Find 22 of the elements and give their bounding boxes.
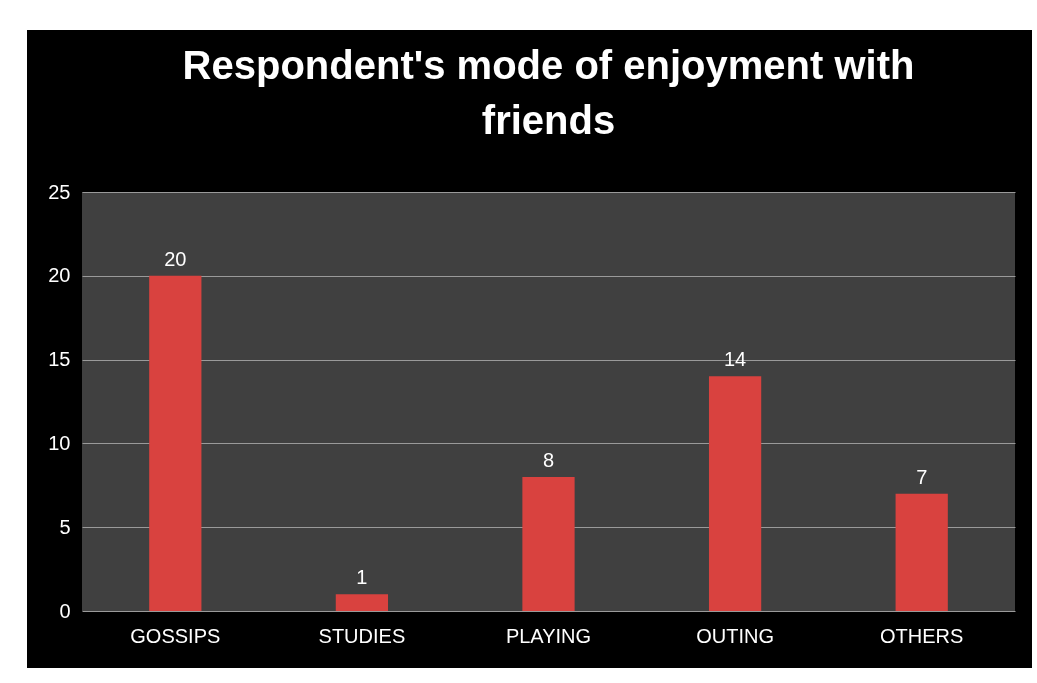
data-label: 1 [356,566,368,589]
x-tick-label: OTHERS [880,624,964,647]
x-tick-label: GOSSIPS [130,624,221,647]
bar [708,376,762,611]
bar [895,493,948,611]
x-tick-label: PLAYING [505,624,592,647]
bar [149,275,202,611]
y-tick-label: 5 [59,515,71,538]
data-label: 8 [542,448,555,471]
y-tick-label: 20 [48,264,71,287]
data-label: 20 [164,247,187,270]
y-tick-label: 10 [48,431,71,454]
y-tick-label: 25 [48,180,71,203]
bar [335,594,389,611]
x-tick-label: STUDIES [318,624,406,647]
y-tick-label: 15 [48,348,71,371]
chart-title: Respondent's mode of enjoyment with friends [182,43,915,142]
bar [522,476,575,611]
y-tick-label: 0 [59,599,71,622]
x-tick-label: OUTING [696,624,774,647]
data-label: 7 [916,465,928,488]
data-label: 14 [723,348,747,371]
